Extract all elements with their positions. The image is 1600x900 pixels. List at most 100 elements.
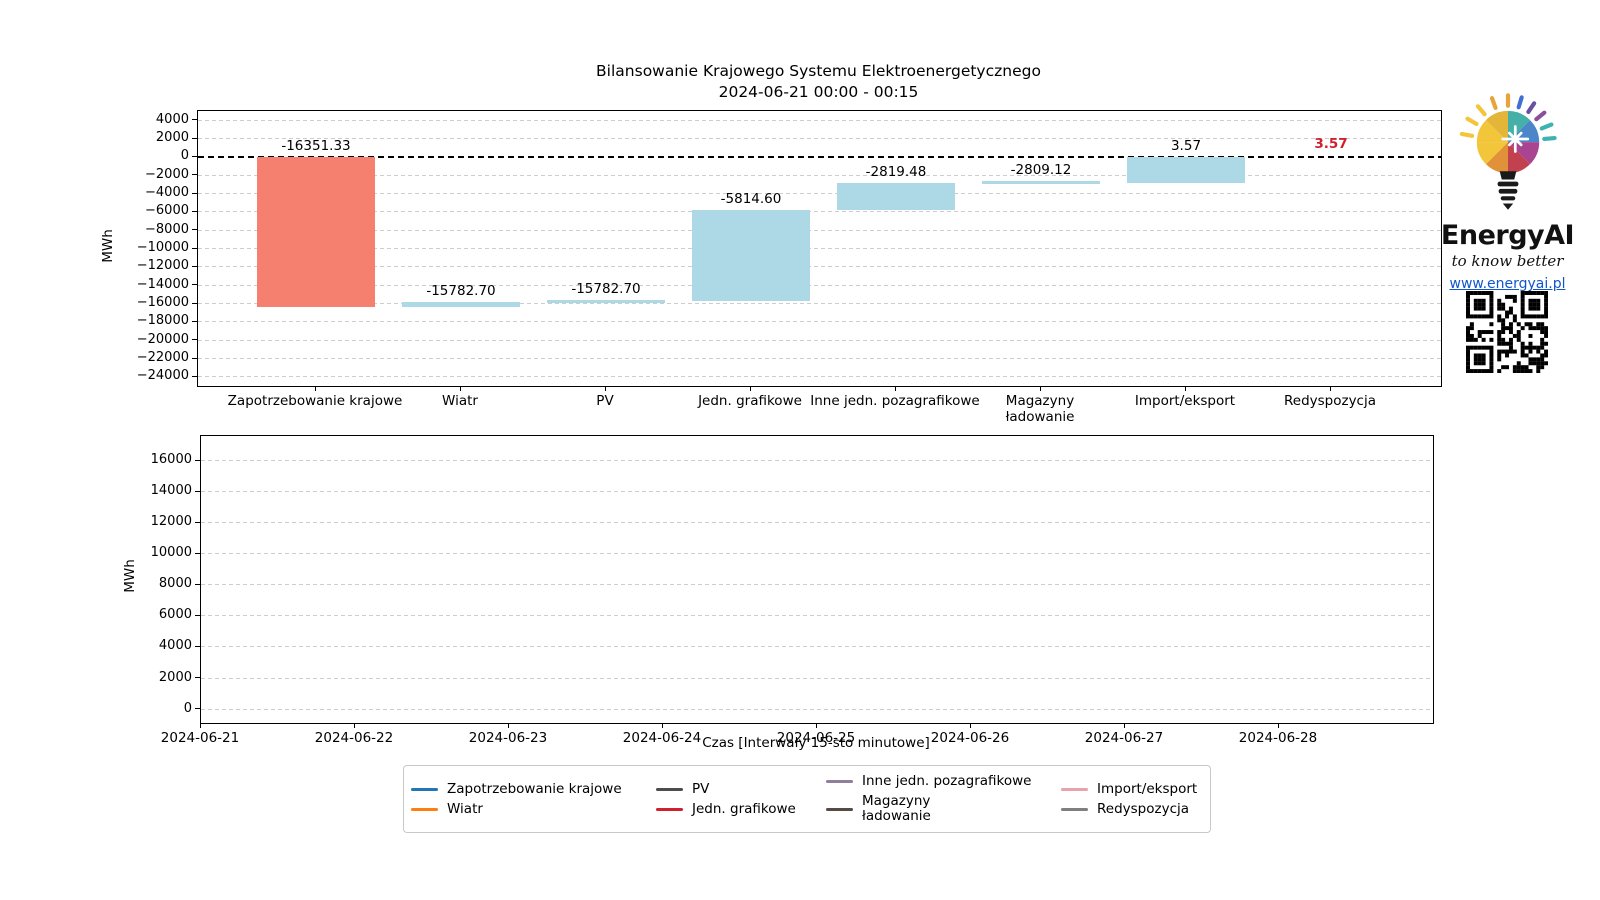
- y-tick-label: 0: [183, 700, 192, 716]
- x-tick-label: 2024-06-22: [314, 730, 394, 746]
- gridline: [198, 248, 1441, 249]
- legend-line-swatch: [826, 807, 853, 811]
- y-tick-label: −14000: [136, 276, 189, 292]
- gridline: [198, 211, 1441, 213]
- x-tick-label: 2024-06-27: [1084, 730, 1164, 746]
- y-tick-mark: [192, 174, 197, 176]
- y-tick-mark: [195, 708, 200, 710]
- bottom-x-axis-label: Czas [Interwały 15-sto minutowe]: [702, 735, 930, 751]
- x-tick-label: 2024-06-24: [622, 730, 702, 746]
- chart-title-line1: Bilansowanie Krajowego Systemu Elektroen…: [596, 62, 1041, 80]
- x-tick-mark: [895, 386, 896, 391]
- gridline: [198, 321, 1441, 323]
- y-tick-label: 4000: [155, 111, 189, 127]
- legend-line-swatch: [1061, 807, 1088, 811]
- y-tick-mark: [195, 583, 200, 585]
- y-tick-label: 6000: [158, 607, 192, 623]
- bar-value-label: -15782.70: [571, 280, 641, 297]
- y-tick-label: 2000: [158, 669, 192, 685]
- bar-value-label: -16351.33: [281, 137, 351, 154]
- gridline: [198, 174, 1441, 176]
- legend-item-label: Zapotrzebowanie krajowe: [447, 780, 622, 797]
- gridline: [201, 522, 1433, 524]
- y-tick-mark: [192, 247, 197, 249]
- gridline: [198, 266, 1441, 268]
- y-tick-label: −20000: [136, 331, 189, 347]
- brand-tagline: to know better: [1451, 252, 1564, 270]
- legend-line-swatch: [656, 787, 683, 791]
- legend-item-label: Wiatr: [447, 800, 483, 817]
- gridline: [201, 584, 1433, 586]
- gridline: [201, 677, 1433, 679]
- waterfall-bar-6: [1127, 156, 1245, 183]
- y-tick-label: 2000: [155, 130, 189, 145]
- y-tick-mark: [192, 265, 197, 267]
- gridline: [201, 491, 1433, 493]
- legend-item-label: Import/eksport: [1097, 780, 1198, 797]
- x-tick-label: PV: [596, 393, 614, 409]
- gridline: [198, 284, 1441, 286]
- y-tick-mark: [192, 137, 197, 139]
- x-tick-mark: [1330, 386, 1331, 391]
- gridline: [198, 376, 1441, 378]
- energyai-lightbulb-logo-icon: [1459, 93, 1557, 210]
- y-tick-label: −16000: [136, 295, 189, 310]
- x-tick-mark: [315, 386, 316, 391]
- zero-line: [198, 156, 1441, 158]
- y-tick-label: 8000: [158, 576, 192, 592]
- x-tick-mark: [354, 723, 355, 728]
- branding-panel: EnergyAI to know better www.energyai.pl: [1425, 88, 1590, 292]
- x-tick-mark: [1040, 386, 1041, 391]
- bar-value-label: -2819.48: [865, 163, 927, 180]
- legend-item-label: Redyspozycja: [1097, 800, 1190, 817]
- chart-title: Bilansowanie Krajowego Systemu Elektroen…: [197, 61, 1440, 103]
- y-tick-mark: [192, 119, 197, 121]
- legend-item: Zapotrzebowanie krajowe: [411, 780, 622, 797]
- x-tick-mark: [508, 723, 509, 728]
- y-tick-mark: [195, 552, 200, 554]
- legend-item: Jedn. grafikowe: [656, 801, 796, 817]
- gridline: [201, 646, 1433, 648]
- x-tick-mark: [1278, 723, 1279, 728]
- bar-value-label: -15782.70: [426, 282, 496, 299]
- x-tick-mark: [816, 723, 817, 728]
- legend-line-swatch: [1061, 787, 1088, 791]
- brand-url-link[interactable]: www.energyai.pl: [1449, 276, 1566, 292]
- bar-value-label: -5814.60: [720, 191, 782, 208]
- legend-item-label: PV: [692, 780, 710, 797]
- y-tick-label: 10000: [150, 545, 192, 561]
- bar-value-label: 3.57: [1170, 137, 1202, 154]
- legend-item: Magazyny ładowanie: [826, 794, 1031, 824]
- y-tick-mark: [192, 320, 197, 322]
- y-tick-mark: [195, 521, 200, 523]
- legend-item: Inne jedn. pozagrafikowe: [826, 774, 1031, 789]
- legend-item-label: Magazyny ładowanie: [862, 793, 931, 824]
- y-tick-label: −10000: [136, 240, 189, 255]
- gridline: [198, 119, 1441, 121]
- gridline: [201, 615, 1433, 617]
- y-tick-mark: [192, 155, 197, 157]
- x-tick-label: 2024-06-26: [930, 730, 1010, 746]
- legend-column: PV Jedn. grafikowe: [656, 766, 796, 832]
- gridline: [198, 358, 1441, 359]
- legend-column: Import/eksport Redyspozycja: [1061, 766, 1197, 832]
- legend-item: Redyspozycja: [1061, 800, 1197, 817]
- x-tick-label: 2024-06-21: [160, 730, 240, 746]
- legend-item: PV: [656, 780, 796, 797]
- y-tick-label: −8000: [145, 221, 189, 237]
- y-tick-label: −6000: [145, 203, 189, 219]
- y-tick-label: −18000: [136, 313, 189, 329]
- y-tick-mark: [195, 459, 200, 461]
- legend-item-label: Inne jedn. pozagrafikowe: [862, 773, 1032, 789]
- y-tick-label: 12000: [150, 514, 192, 530]
- y-tick-mark: [192, 229, 197, 231]
- y-tick-label: 14000: [150, 483, 192, 499]
- x-tick-mark: [460, 386, 461, 391]
- y-tick-mark: [192, 357, 197, 359]
- x-tick-label: Import/eksport: [1134, 393, 1236, 409]
- gridline: [198, 138, 1441, 139]
- legend-line-swatch: [656, 807, 683, 811]
- x-tick-label: Jedn. grafikowe: [698, 393, 802, 409]
- chart-title-line2: 2024-06-21 00:00 - 00:15: [718, 83, 919, 101]
- y-tick-mark: [195, 645, 200, 647]
